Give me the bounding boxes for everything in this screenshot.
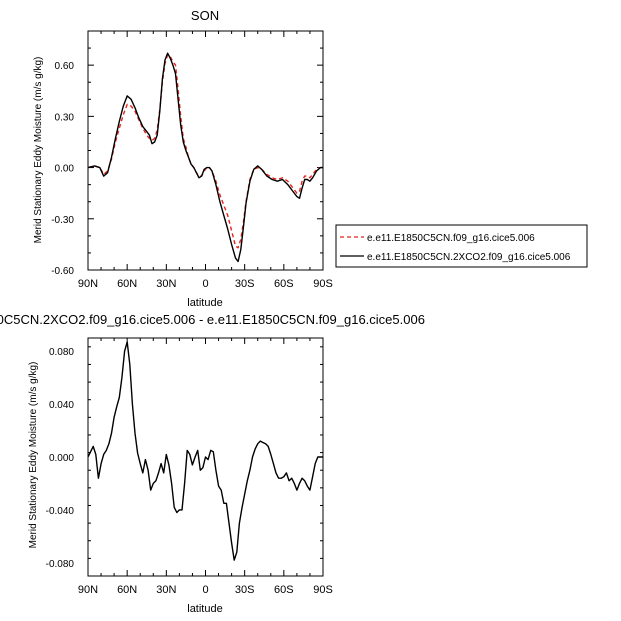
bottom-x-tick-label: 90N	[78, 584, 98, 596]
legend: e.e11.E1850C5CN.f09_g16.cice5.006 e.e11.…	[335, 224, 588, 268]
legend-box	[335, 224, 588, 268]
bottom-y-axis-label: Merid Stationary Eddy Moisture (m/s g/kg…	[28, 362, 39, 549]
top-y-axis-label: Merid Stationary Eddy Moisture (m/s g/kg…	[33, 57, 44, 244]
bottom-y-tick-label: -0.040	[46, 506, 75, 517]
top-y-tick-label: 0.00	[55, 164, 75, 175]
legend-label-2xco2: e.e11.E1850C5CN.2XCO2.f09_g16.cice5.006	[367, 252, 571, 263]
bottom-y-tick-label: 0.000	[49, 453, 74, 464]
top-x-tick-label: 90S	[313, 278, 333, 290]
top-chart-panel: SON 90N 60N 30N 0 30S 60S 90S 0.60 0.30 0.00 -0.30…	[33, 8, 588, 309]
top-plot-area: 90N 60N 30N 0 30S 60S 90S 0.60 0.30 0.00 -0.30 -0.6…	[51, 30, 333, 290]
bottom-x-tick-label: 30N	[156, 584, 176, 596]
bottom-x-tick-label: 60S	[274, 584, 294, 596]
top-chart-title: SON	[191, 8, 219, 23]
bottom-plot-area: 90N 60N 30N 0 30S 60S 90S 0.080 0.040 0.000 -0.040…	[46, 337, 333, 596]
bottom-y-tick-label: 0.080	[49, 347, 74, 358]
top-y-tick-label: -0.30	[51, 215, 74, 226]
top-x-tick-label: 90N	[78, 278, 98, 290]
bottom-series-line-0	[87, 341, 323, 561]
top-y-tick-label: -0.60	[51, 266, 74, 277]
bottom-y-tick-label: -0.080	[46, 559, 75, 570]
top-plot-frame	[87, 30, 324, 271]
top-series-line-0	[87, 54, 323, 249]
bottom-chart-title: e.e11.E1850C5CN.2XCO2.f09_g16.cice5.006 …	[0, 312, 425, 327]
bottom-x-tick-label: 60N	[117, 584, 137, 596]
top-x-tick-label: 60N	[117, 278, 137, 290]
bottom-chart-panel: e.e11.E1850C5CN.2XCO2.f09_g16.cice5.006 …	[0, 312, 425, 615]
bottom-x-tick-label: 30S	[235, 584, 255, 596]
bottom-y-tick-label: 0.040	[49, 400, 74, 411]
bottom-x-tick-label: 0	[202, 584, 208, 596]
bottom-x-tick-label: 90S	[313, 584, 333, 596]
top-x-tick-label: 0	[202, 278, 208, 290]
top-x-tick-label: 30S	[235, 278, 255, 290]
top-y-tick-label: 0.30	[55, 112, 75, 123]
bottom-x-axis-label: latitude	[187, 603, 222, 615]
top-x-axis-label: latitude	[187, 297, 222, 309]
top-x-tick-label: 30N	[156, 278, 176, 290]
legend-label-control: e.e11.E1850C5CN.f09_g16.cice5.006	[367, 233, 535, 244]
top-x-tick-label: 60S	[274, 278, 294, 290]
top-y-tick-label: 0.60	[55, 61, 75, 72]
top-series-line-1	[87, 52, 323, 263]
